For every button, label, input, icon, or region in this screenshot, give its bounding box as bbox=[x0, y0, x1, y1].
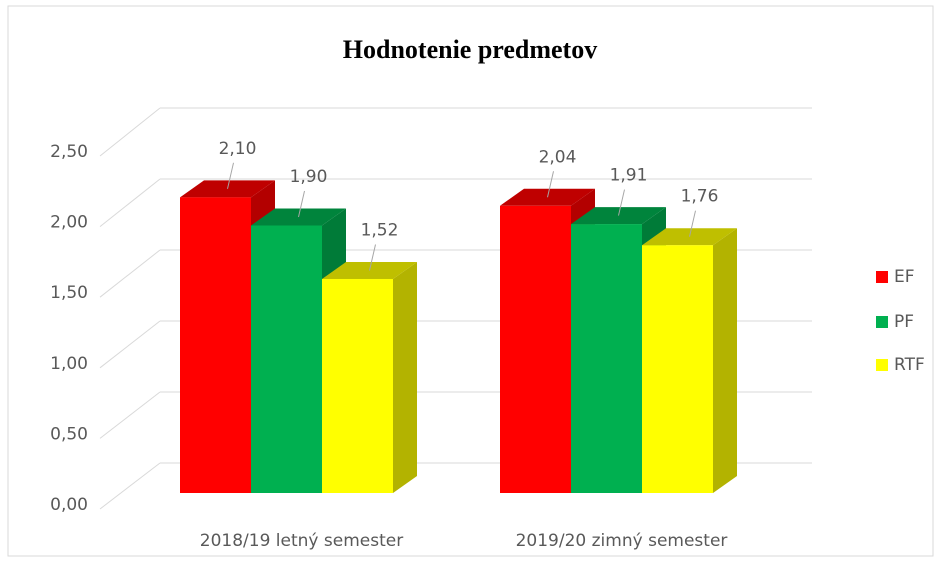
grid-line bbox=[99, 391, 161, 439]
grid-line bbox=[99, 320, 161, 369]
grid-line bbox=[99, 462, 161, 510]
legend-swatch bbox=[876, 271, 888, 283]
legend-swatch bbox=[876, 359, 888, 371]
value-label: 1,91 bbox=[610, 166, 648, 186]
y-tick-label: 1,00 bbox=[50, 354, 88, 374]
y-tick-label: 2,00 bbox=[50, 213, 88, 233]
bar bbox=[180, 197, 251, 493]
value-label: 1,52 bbox=[361, 220, 399, 240]
bar-side bbox=[393, 261, 417, 493]
x-tick-label: 2018/19 letný semester bbox=[200, 531, 403, 551]
value-label: 1,90 bbox=[290, 167, 328, 187]
grid-line bbox=[99, 178, 161, 227]
bar bbox=[251, 225, 322, 494]
leader-line bbox=[547, 171, 554, 198]
x-tick-label: 2019/20 zimný semester bbox=[516, 531, 728, 551]
grid-line bbox=[99, 249, 161, 298]
chart-title: Hodnotenie predmetov bbox=[343, 35, 597, 64]
value-label: 2,04 bbox=[539, 147, 577, 167]
grid-line bbox=[99, 107, 161, 157]
value-label: 1,76 bbox=[681, 187, 719, 207]
leader-line bbox=[369, 244, 376, 271]
leader-line bbox=[618, 189, 625, 216]
chart-frame bbox=[7, 5, 934, 557]
y-tick-label: 0,50 bbox=[50, 424, 88, 444]
value-label: 2,10 bbox=[219, 139, 257, 159]
bar bbox=[571, 224, 642, 493]
leader-line bbox=[298, 190, 305, 218]
legend-swatch bbox=[876, 316, 888, 328]
leader-line bbox=[689, 210, 696, 237]
bar bbox=[642, 245, 713, 493]
bar bbox=[500, 205, 571, 493]
y-tick-label: 1,50 bbox=[50, 283, 88, 303]
y-tick-label: 0,00 bbox=[50, 495, 88, 515]
y-tick-label: 2,50 bbox=[50, 142, 88, 162]
bar bbox=[322, 278, 393, 493]
legend-label: PF bbox=[894, 312, 914, 332]
legend-label: EF bbox=[894, 267, 915, 287]
bar-side bbox=[713, 228, 737, 493]
legend-label: RTF bbox=[894, 355, 925, 375]
leader-line bbox=[227, 162, 234, 189]
